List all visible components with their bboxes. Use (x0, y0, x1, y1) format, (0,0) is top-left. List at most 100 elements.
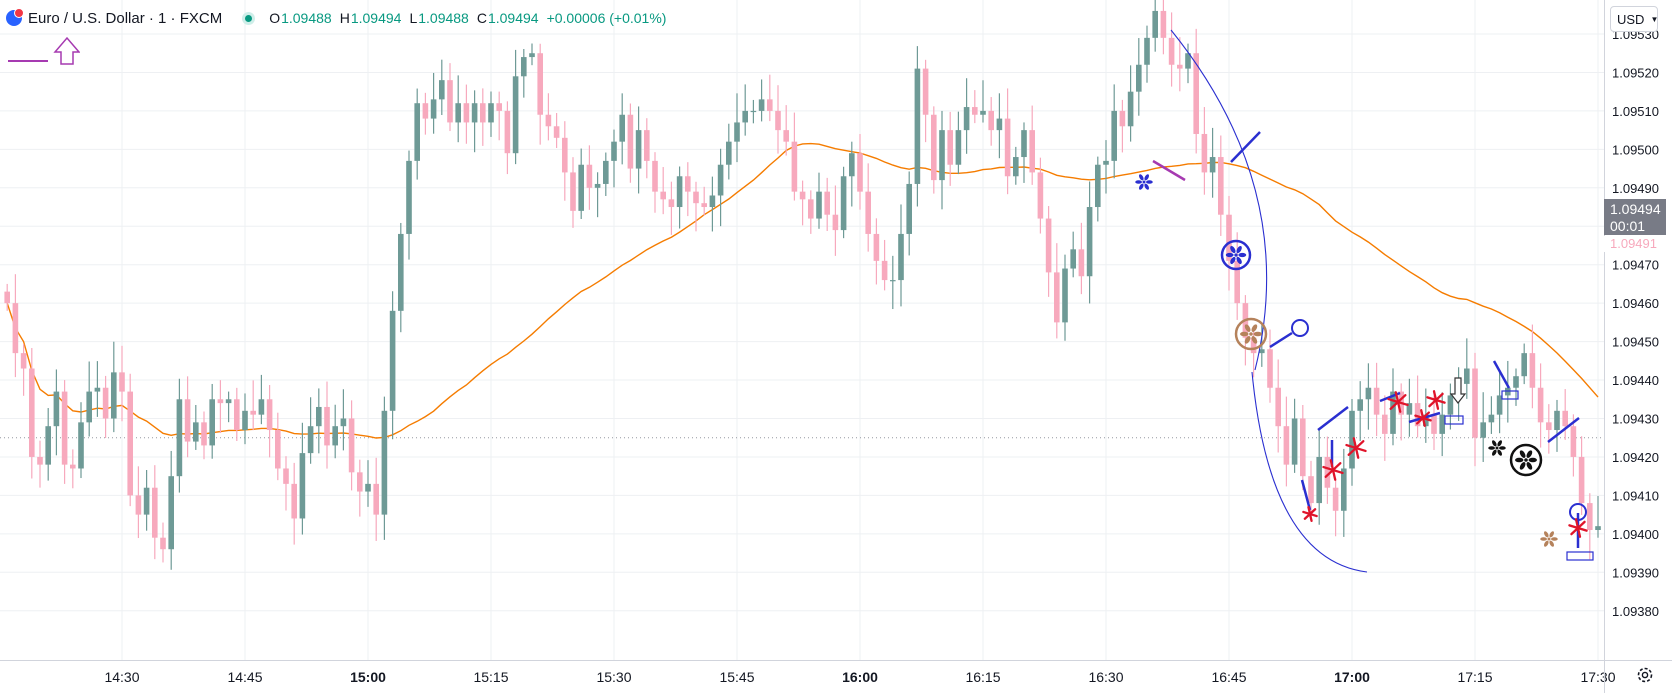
candle (1177, 37, 1183, 92)
rectangle-drawing[interactable] (1566, 551, 1594, 561)
flower-petal (1549, 540, 1554, 547)
candle (931, 106, 937, 194)
candle (1127, 65, 1134, 142)
candle-body (611, 141, 617, 161)
candle-body (258, 399, 265, 415)
trend-line-drawing[interactable] (1492, 360, 1511, 389)
trend-line-drawing[interactable] (1230, 131, 1261, 163)
candle-body (1332, 487, 1339, 511)
candle (447, 63, 453, 132)
candle (611, 129, 617, 188)
rectangle-drawing[interactable] (1444, 415, 1464, 425)
curve-drawing-lower[interactable] (1251, 371, 1368, 573)
arrow-up-outline-icon[interactable] (53, 36, 80, 65)
candle-body (1382, 414, 1388, 434)
candle (1357, 381, 1363, 442)
candle (1185, 43, 1191, 84)
flower-petal (1492, 440, 1497, 447)
candle (832, 185, 839, 256)
candle-body (176, 399, 183, 477)
star-marker-icon (1322, 459, 1344, 481)
candle (242, 393, 248, 445)
candle (1193, 28, 1199, 154)
candle-body (160, 537, 166, 550)
y-tick-label: 1.09420 (1612, 450, 1659, 465)
candle (1111, 84, 1117, 179)
candle (348, 400, 355, 491)
flower-petal (1244, 336, 1251, 344)
candle (1054, 243, 1060, 339)
y-tick-label: 1.09380 (1612, 604, 1659, 619)
candle (70, 449, 76, 489)
candle (340, 389, 347, 451)
star-marker-icon (1568, 518, 1588, 538)
y-tick-label: 1.09450 (1612, 335, 1659, 350)
candle-body (709, 195, 716, 208)
candle-body (644, 130, 650, 161)
candle-body (545, 114, 552, 127)
candle-body (496, 103, 502, 111)
candle (291, 462, 297, 545)
trend-line-drawing[interactable] (1547, 417, 1580, 443)
circle-marker-icon[interactable] (1569, 503, 1587, 521)
candle (61, 380, 68, 484)
candle-body (127, 391, 133, 496)
candle-body (1062, 268, 1068, 323)
candle-body (1283, 426, 1290, 465)
candle-body (1546, 422, 1552, 431)
candle-body (1103, 160, 1109, 165)
candle (381, 396, 388, 540)
candle (906, 171, 912, 256)
x-tick-label: 17:00 (1334, 669, 1370, 685)
candle (430, 72, 437, 134)
candle (1308, 460, 1314, 518)
candle-body (316, 406, 322, 427)
candle-body (4, 291, 10, 304)
candle-body (840, 176, 847, 231)
candle (512, 49, 519, 165)
currency-select[interactable]: USD ▼ (1610, 6, 1658, 32)
y-tick-label: 1.09510 (1612, 104, 1659, 119)
circle-marker-icon[interactable] (1291, 319, 1309, 337)
arrow-down-marker-icon[interactable] (1449, 377, 1467, 404)
indicator-legend[interactable] (6, 34, 80, 66)
flower-petal (1251, 324, 1258, 332)
candle-body (1390, 391, 1396, 434)
candles (4, 0, 1601, 570)
candle-body (1144, 37, 1150, 65)
candle (1152, 0, 1158, 52)
candle-body (193, 422, 199, 442)
candle-body (562, 137, 568, 173)
candle (783, 105, 789, 156)
x-tick-label: 15:15 (473, 669, 508, 685)
curve-drawing-upper[interactable] (1170, 29, 1268, 371)
candle (939, 110, 945, 210)
candle-body (414, 103, 420, 161)
marker-stroke (1347, 440, 1365, 456)
symbol-title[interactable]: Euro / U.S. Dollar · 1 · FXCM (28, 9, 223, 27)
trend-line-drawing[interactable] (1300, 479, 1312, 511)
candle (1062, 254, 1068, 341)
candle (685, 162, 691, 217)
candle (1103, 140, 1109, 194)
trend-line-drawing[interactable] (1269, 331, 1293, 349)
flower-petal (1497, 449, 1502, 456)
candle-body (775, 110, 781, 131)
candle (898, 204, 904, 307)
flower-petal (1144, 174, 1149, 181)
trend-line-drawing[interactable] (1152, 159, 1186, 182)
rectangle-drawing[interactable] (1501, 390, 1519, 400)
y-tick-label: 1.09470 (1612, 258, 1659, 273)
candle (570, 157, 576, 228)
candle (1382, 395, 1388, 461)
candle (1160, 0, 1167, 55)
star-marker-icon (1414, 409, 1432, 427)
gear-icon[interactable] (1635, 665, 1655, 685)
drawings[interactable] (1135, 29, 1594, 573)
candle-body (119, 372, 125, 392)
candle (660, 167, 666, 215)
candle-body (963, 107, 970, 131)
candle (824, 177, 830, 232)
trend-line-drawing[interactable] (1317, 406, 1349, 431)
